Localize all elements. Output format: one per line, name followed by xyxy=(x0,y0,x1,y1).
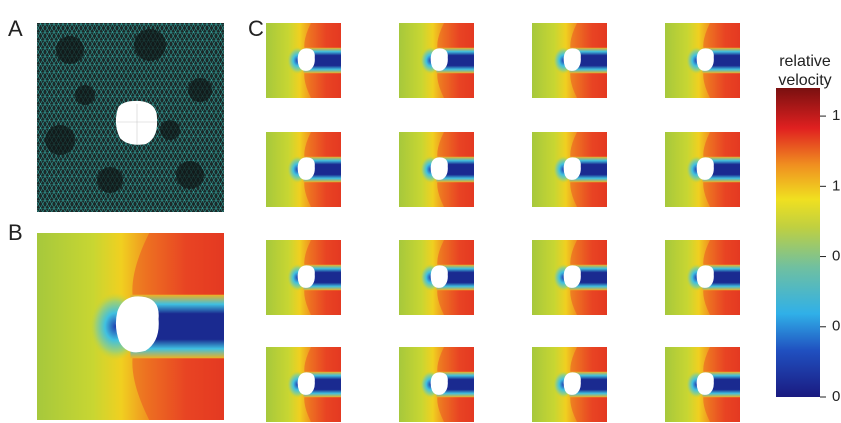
flow-thumbnail xyxy=(532,347,607,422)
colorbar xyxy=(776,88,820,397)
flow-thumbnail xyxy=(665,240,740,315)
flow-thumbnail xyxy=(399,132,474,207)
flow-thumbnail xyxy=(532,23,607,98)
flow-thumbnail xyxy=(266,347,341,422)
flow-thumbnail xyxy=(665,23,740,98)
flow-thumbnail xyxy=(399,347,474,422)
flow-field xyxy=(37,233,224,420)
flow-thumbnail xyxy=(399,23,474,98)
colorbar-axis: 0.0 0.4 0.8 1.2 1.6 xyxy=(820,107,841,405)
colorbar-title: relative velocity xyxy=(778,53,832,89)
flow-thumbnail xyxy=(665,347,740,422)
mesh-panel xyxy=(37,23,224,212)
flow-thumbnail xyxy=(266,240,341,315)
colorbar-tick-label: 1.6 xyxy=(832,107,841,124)
colorbar-tick-label: 0.0 xyxy=(832,388,841,405)
panel-label: B xyxy=(8,220,23,245)
flow-thumbnail xyxy=(665,132,740,207)
flow-thumbnail xyxy=(266,132,341,207)
panel-label: C xyxy=(248,16,264,41)
panel-label: A xyxy=(8,16,23,41)
flow-grid xyxy=(266,23,740,422)
flow-thumbnail xyxy=(532,240,607,315)
colorbar-tick-label: 1.2 xyxy=(832,177,841,194)
flow-thumbnail xyxy=(532,132,607,207)
colorbar-tick-label: 0.8 xyxy=(832,248,841,265)
flow-thumbnail xyxy=(266,23,341,98)
colorbar-tick-label: 0.4 xyxy=(832,318,841,335)
flow-thumbnail xyxy=(399,240,474,315)
